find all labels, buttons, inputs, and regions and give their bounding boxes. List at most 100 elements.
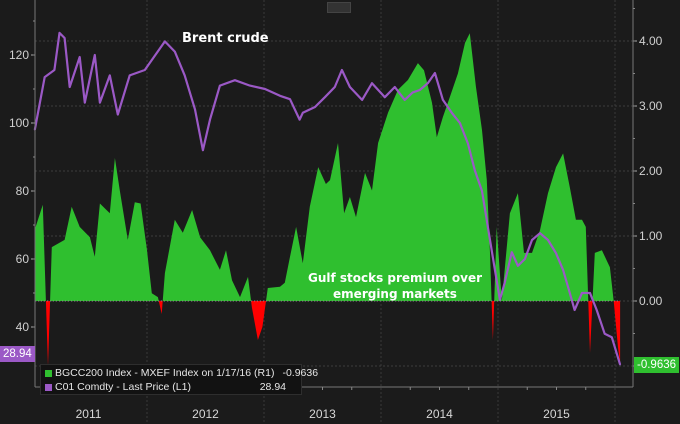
last-value-tag-left: 28.94 xyxy=(0,346,35,362)
brent-data-point xyxy=(202,149,204,151)
brent-data-point xyxy=(164,40,166,43)
brent-data-point xyxy=(418,89,421,91)
brent-data-point xyxy=(503,282,506,284)
brent-data-point xyxy=(279,95,281,97)
brent-data-point xyxy=(555,252,557,255)
brent-data-point xyxy=(569,292,571,294)
annotation-gulf-line2: emerging markets xyxy=(333,287,457,301)
brent-data-point xyxy=(183,74,186,77)
legend-label: BGCC200 Index - MXEF Index on 1/17/16 (R… xyxy=(55,367,275,379)
legend-item-spread[interactable]: BGCC200 Index - MXEF Index on 1/17/16 (R… xyxy=(41,366,318,380)
brent-data-point xyxy=(539,232,541,234)
left-tick-label: 80 xyxy=(16,184,30,198)
brent-data-point xyxy=(595,309,598,311)
brent-data-point xyxy=(334,86,336,88)
brent-data-point xyxy=(442,99,444,101)
left-tick-label: 120 xyxy=(9,48,29,62)
brent-data-point xyxy=(219,84,221,87)
brent-data-point xyxy=(249,84,251,87)
legend-value: -0.9636 xyxy=(282,367,319,379)
brent-data-point xyxy=(411,91,414,94)
brent-data-point xyxy=(619,363,621,366)
brent-data-point xyxy=(109,74,111,77)
legend-item-brent[interactable]: C01 Comdty - Last Price (L1) 28.94 xyxy=(41,380,301,394)
brent-data-point xyxy=(84,101,86,104)
legend: BGCC200 Index - MXEF Index on 1/17/16 (R… xyxy=(40,364,318,395)
brent-data-point xyxy=(128,74,131,77)
annotation-brent: Brent crude xyxy=(182,31,269,46)
legend-swatch-green xyxy=(45,369,52,377)
brent-data-point xyxy=(143,69,146,71)
x-tick-label-2013: 2013 xyxy=(309,407,336,421)
brent-data-point xyxy=(467,142,469,145)
brent-data-point xyxy=(393,86,396,88)
brent-data-point xyxy=(547,239,549,241)
brent-data-point xyxy=(234,79,236,81)
brent-data-point xyxy=(68,86,71,88)
brent-data-point xyxy=(174,50,176,53)
x-tick-label-2015: 2015 xyxy=(543,407,570,421)
right-tick-label: 0.00 xyxy=(639,294,663,308)
brent-data-point xyxy=(493,268,496,271)
brent-data-point xyxy=(403,99,406,101)
brent-data-point xyxy=(474,169,476,172)
brent-data-point xyxy=(117,113,119,116)
brent-data-point xyxy=(289,98,291,100)
legend-value: 28.94 xyxy=(259,381,286,393)
brent-data-point xyxy=(301,112,304,114)
brent-data-point xyxy=(209,118,211,121)
right-tick-label: 3.00 xyxy=(639,99,663,113)
brent-data-point xyxy=(78,56,81,58)
right-tick-label: 4.00 xyxy=(639,34,663,48)
legend-swatch-purple xyxy=(45,383,52,391)
brent-data-point xyxy=(58,32,61,34)
brent-data-point xyxy=(264,88,266,90)
brent-data-point xyxy=(487,227,489,230)
brent-data-point xyxy=(531,239,533,241)
brent-data-point xyxy=(53,69,56,71)
left-tick-label: 40 xyxy=(16,320,30,334)
brent-data-point xyxy=(589,292,591,294)
annotation-gulf-line1: Gulf stocks premium over xyxy=(307,271,483,285)
brent-data-point xyxy=(314,106,316,108)
left-tick-label: 60 xyxy=(16,252,30,266)
right-tick-label: 1.00 xyxy=(639,229,663,243)
brent-data-point xyxy=(434,72,436,74)
spread-data-point xyxy=(492,339,494,341)
brent-data-point xyxy=(384,96,386,98)
brent-data-point xyxy=(481,190,483,192)
brent-data-point xyxy=(603,333,606,335)
chart-options-icon[interactable] xyxy=(327,2,351,13)
brent-line xyxy=(33,31,622,365)
brent-data-point xyxy=(524,258,526,260)
brent-data-point xyxy=(451,112,453,114)
brent-data-point xyxy=(459,122,461,124)
x-tick-label-2012: 2012 xyxy=(192,407,219,421)
right-tick-label: 2.00 xyxy=(639,164,663,178)
brent-data-point xyxy=(194,108,196,111)
brent-data-point xyxy=(427,82,429,85)
brent-data-point xyxy=(517,265,519,267)
spread-data-point xyxy=(42,204,44,206)
brent-data-point xyxy=(341,69,343,71)
spread-area-positive xyxy=(34,33,621,301)
brent-data-point xyxy=(610,336,613,339)
left-tick-label: 100 xyxy=(9,116,29,130)
brent-data-point xyxy=(43,76,46,78)
annotation-gulf: Gulf stocks premium over emerging market… xyxy=(290,270,500,302)
brent-data-point xyxy=(371,82,373,85)
brent-data-point xyxy=(510,251,513,253)
brent-data-point xyxy=(349,86,351,88)
brent-data-point xyxy=(93,54,96,56)
brent-data-point xyxy=(99,101,101,104)
brent-data-point xyxy=(562,269,564,271)
brent-data-point xyxy=(499,299,501,301)
brent-data-point xyxy=(298,118,301,121)
brent-data-point xyxy=(63,37,66,39)
brent-data-point xyxy=(324,96,326,98)
x-tick-label-2011: 2011 xyxy=(76,407,102,421)
x-tick-label-2014: 2014 xyxy=(426,407,453,421)
brent-data-point xyxy=(573,309,576,311)
